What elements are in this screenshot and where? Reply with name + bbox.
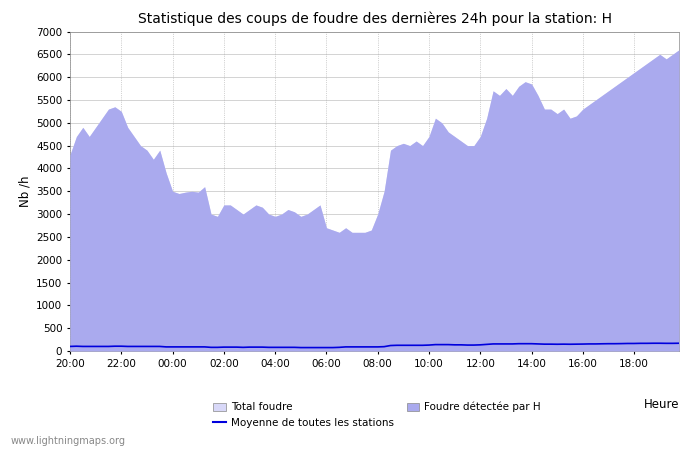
Text: www.lightningmaps.org: www.lightningmaps.org: [10, 436, 125, 446]
Title: Statistique des coups de foudre des dernières 24h pour la station: H: Statistique des coups de foudre des dern…: [137, 12, 612, 26]
Text: Heure: Heure: [643, 398, 679, 411]
Legend: Total foudre, Moyenne de toutes les stations, Foudre détectée par H: Total foudre, Moyenne de toutes les stat…: [209, 398, 545, 432]
Y-axis label: Nb /h: Nb /h: [19, 176, 32, 207]
